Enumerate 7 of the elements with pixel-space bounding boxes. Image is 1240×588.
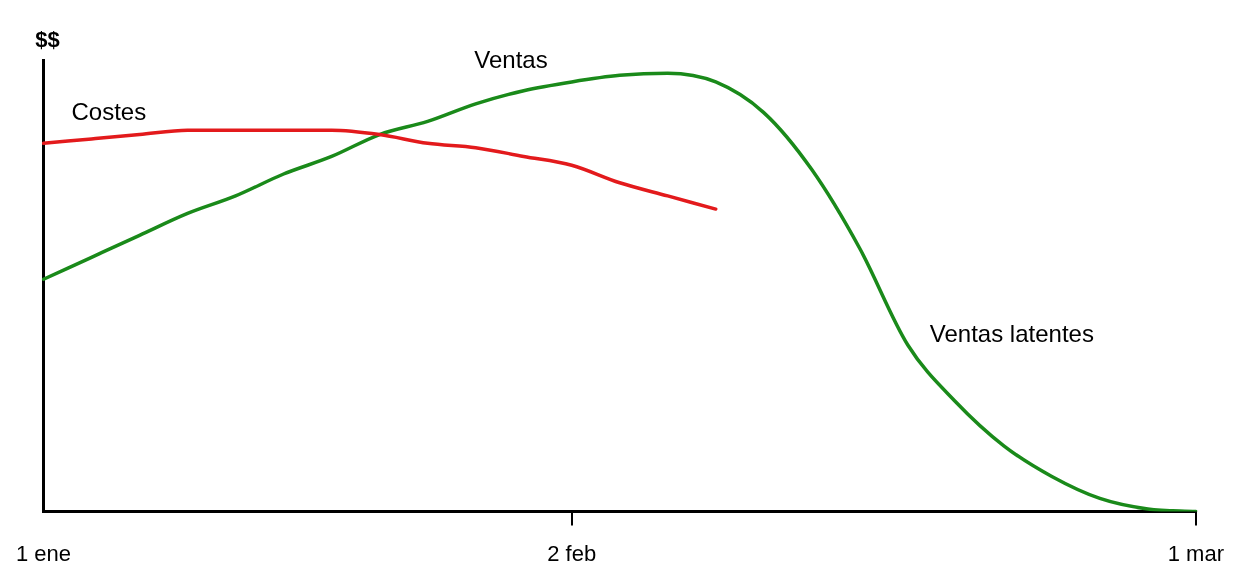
series-label: Ventas bbox=[474, 45, 548, 73]
x-tick-label: 1 mar bbox=[1167, 540, 1225, 566]
series-label: Costes bbox=[71, 97, 147, 125]
x-tick-label: 1 ene bbox=[16, 540, 72, 566]
y-axis-title: $$ bbox=[35, 27, 60, 53]
x-tick-label: 2 feb bbox=[547, 540, 597, 566]
annotation: Ventas latentes bbox=[929, 319, 1094, 347]
